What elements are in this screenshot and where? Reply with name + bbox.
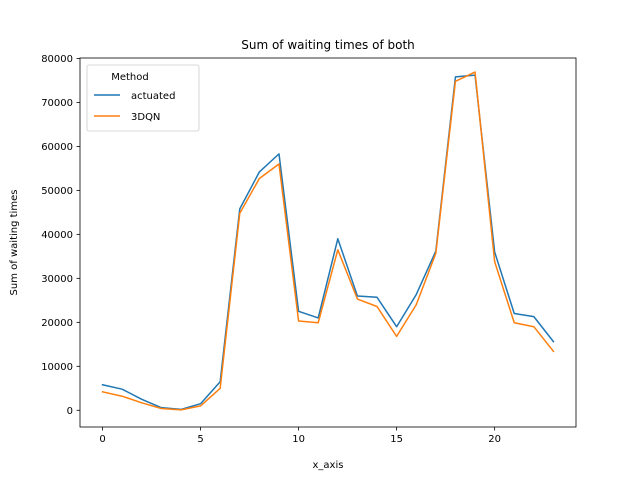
series-line-3dqn [101,71,555,411]
x-tick-label: 15 [390,434,403,445]
x-axis-label: x_axis [313,460,344,471]
plot-frame [79,57,577,428]
series-layer [101,71,555,411]
y-axis-label: Sum of waiting times [9,190,20,296]
x-tick-label: 20 [488,434,501,445]
x-tick-label: 10 [292,434,305,445]
legend-entry: actuated [131,91,175,102]
y-tick-label: 10000 [41,362,73,373]
y-tick-label: 70000 [41,98,73,109]
legend-box [86,64,200,132]
y-tick-label: 80000 [41,54,73,65]
axes-layer: 0 5 10 15 20 0 10000 20000 30000 40000 50000 60000 7… [41,54,577,445]
x-tick-label: 5 [197,434,203,445]
y-tick-label: 50000 [41,186,73,197]
chart-title: Sum of waiting times of both [241,38,415,52]
legend-entry: 3DQN [131,112,160,123]
y-tick-label: 30000 [41,274,73,285]
x-tick-label: 0 [99,434,105,445]
legend: Method actuated 3DQN [86,64,200,132]
legend-title: Method [111,72,149,83]
y-tick-label: 0 [67,406,73,417]
y-tick-label: 40000 [41,230,73,241]
y-tick-label: 60000 [41,142,73,153]
y-tick-label: 20000 [41,318,73,329]
